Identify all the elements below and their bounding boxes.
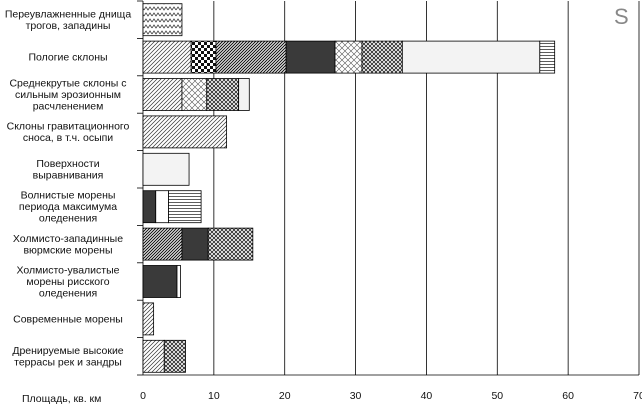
bar-segment-7-0	[142, 265, 178, 298]
bar-segment-9-0	[142, 339, 165, 373]
bar-segment-1-6	[401, 40, 541, 74]
category-label-0: Переувлажненные днища трогов, западины	[5, 8, 131, 32]
category-label-5: Волнистые морены периода максимума оледене…	[19, 190, 117, 225]
bar-segment-2-0	[142, 78, 183, 111]
bar-segment-9-1	[163, 339, 186, 373]
category-label-6: Холмисто-западинные вюрмские морены	[13, 233, 123, 257]
category-label-9: Дренируемые высокие террасы рек и зандры	[12, 345, 123, 369]
category-label-7-line-0: Холмисто-увалистые	[17, 265, 120, 277]
x-axis-ticks: 0 10 20 30 40 50 60 70	[140, 390, 642, 402]
category-label-7-line-2: оледенения	[39, 288, 97, 300]
category-label-7-line-1: морены рисского	[26, 276, 109, 288]
category-label-1: Пологие склоны	[28, 52, 107, 64]
x-tick-label-7: 70	[633, 390, 642, 402]
x-axis-title: Площадь, кв. км	[22, 393, 101, 405]
bar-segment-5-2	[168, 190, 202, 224]
x-tick-label-6: 60	[562, 390, 574, 402]
bar-segment-1-3	[285, 40, 336, 74]
category-label-3: Склоны гравитационного сноса, в т.ч. осып…	[7, 121, 130, 145]
x-tick-label-4: 40	[421, 390, 433, 402]
bar-segment-1-1	[190, 40, 217, 74]
bar-segment-5-1	[155, 190, 169, 224]
bar-segment-1-0	[142, 40, 192, 74]
bar-segment-3-0	[142, 115, 228, 149]
category-labels: Переувлажненные днища трогов, западины Пол…	[5, 8, 131, 368]
category-label-0-line-1: трогов, западины	[26, 20, 111, 32]
category-label-4: Поверхности выравнивания	[33, 158, 104, 182]
category-label-8-line-0: Современные морены	[13, 313, 123, 325]
x-tick-label-1: 10	[208, 390, 220, 402]
x-tick-label-2: 20	[279, 390, 291, 402]
bar-segment-1-5	[361, 40, 403, 74]
corner-letter: S	[614, 4, 629, 29]
category-label-2: Среднекрутые склоны с сильным эрозионным р…	[9, 78, 126, 113]
category-label-2-line-2: расчленением	[33, 101, 104, 113]
bar-segment-2-1	[181, 78, 208, 111]
bar-segment-6-2	[207, 227, 254, 261]
bar-segment-2-2	[206, 78, 240, 111]
category-label-2-line-1: сильным эрозионным	[15, 89, 121, 101]
category-label-1-line-0: Пологие склоны	[28, 52, 107, 64]
bar-segment-6-1	[181, 227, 209, 261]
category-label-6-line-0: Холмисто-западинные	[13, 233, 123, 245]
bar-segment-5-0	[142, 190, 157, 224]
bar-segment-0-0	[142, 3, 183, 37]
bar-segment-1-7	[539, 40, 556, 74]
x-tick-label-3: 30	[350, 390, 362, 402]
category-label-3-line-0: Склоны гравитационного	[7, 121, 130, 133]
x-tick-label-0: 0	[140, 390, 146, 402]
category-label-8: Современные морены	[13, 313, 123, 325]
category-label-4-line-1: выравнивания	[33, 170, 104, 182]
x-tick-label-5: 50	[491, 390, 503, 402]
bar-segment-6-0	[142, 227, 183, 261]
category-label-5-line-0: Волнистые морены	[21, 190, 116, 202]
category-label-2-line-0: Среднекрутые склоны с	[9, 78, 126, 90]
category-label-5-line-1: периода максимума	[19, 201, 117, 213]
category-label-9-line-1: террасы рек и зандры	[14, 357, 122, 369]
category-label-7: Холмисто-увалистые морены рисского оледене…	[17, 265, 120, 300]
category-label-6-line-1: вюрмские морены	[23, 244, 112, 256]
category-label-0-line-0: Переувлажненные днища	[5, 8, 131, 20]
bar-segment-7-1	[176, 265, 181, 298]
category-label-4-line-0: Поверхности	[36, 158, 99, 170]
category-label-9-line-0: Дренируемые высокие	[12, 345, 123, 357]
category-label-3-line-1: сноса, в т.ч. осыпи	[23, 132, 113, 144]
bar-segment-4-0	[142, 152, 190, 186]
bars	[142, 3, 556, 373]
bar-segment-1-2	[215, 40, 287, 74]
bar-segment-2-3	[238, 78, 250, 111]
bar-segment-8-0	[142, 302, 155, 336]
category-label-5-line-2: оледенения	[39, 213, 97, 225]
bar-segment-1-4	[334, 40, 363, 74]
